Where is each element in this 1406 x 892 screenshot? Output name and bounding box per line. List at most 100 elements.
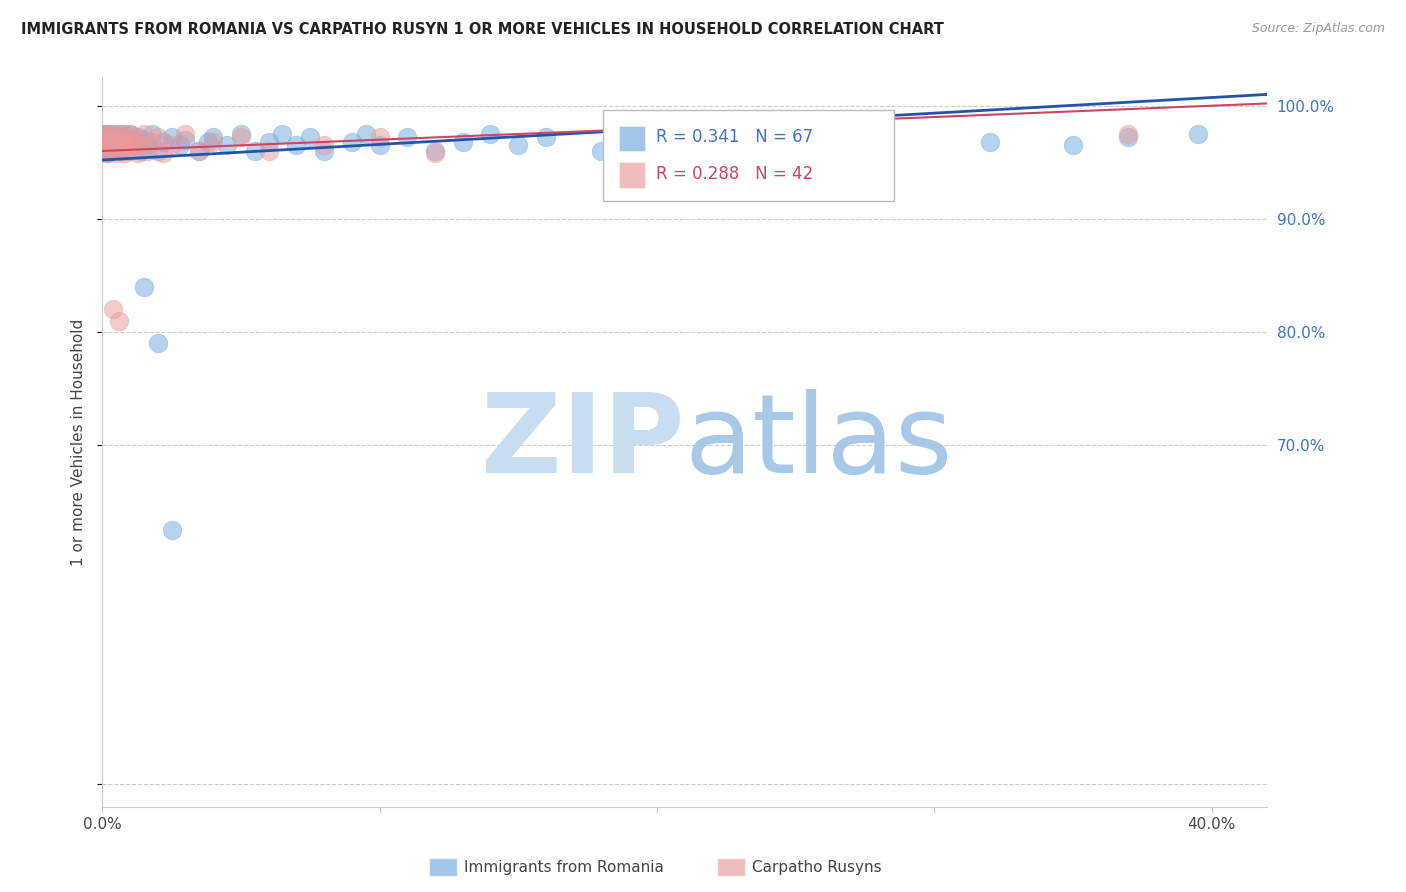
Point	[1062, 138, 1084, 153]
Point	[124, 135, 146, 149]
Point	[97, 138, 120, 153]
Point	[215, 138, 238, 153]
Point	[285, 138, 308, 153]
Point	[160, 138, 183, 153]
Point	[108, 313, 131, 327]
Point	[141, 135, 163, 149]
Point	[112, 130, 135, 145]
Point	[451, 135, 474, 149]
Point	[108, 138, 131, 153]
FancyBboxPatch shape	[603, 111, 894, 202]
Point	[105, 130, 128, 145]
Point	[135, 144, 157, 158]
Point	[129, 138, 152, 153]
Point	[94, 146, 117, 161]
Point	[354, 127, 377, 141]
Point	[645, 127, 668, 141]
Point	[160, 523, 183, 537]
Point	[152, 135, 174, 149]
Point	[146, 144, 169, 158]
Point	[174, 133, 197, 147]
Point	[108, 127, 131, 141]
Point	[124, 130, 146, 145]
Point	[94, 144, 117, 158]
Point	[111, 135, 134, 149]
Point	[100, 144, 122, 158]
Point	[105, 130, 128, 145]
Point	[111, 133, 134, 147]
Point	[423, 144, 446, 158]
Point	[118, 144, 141, 158]
Point	[174, 127, 197, 141]
Point	[314, 138, 336, 153]
Point	[100, 133, 122, 147]
Point	[146, 336, 169, 351]
Point	[100, 138, 122, 153]
Point	[257, 144, 280, 158]
Point	[105, 135, 128, 149]
Text: atlas: atlas	[685, 389, 953, 496]
Point	[111, 142, 134, 156]
Point	[141, 127, 163, 141]
Y-axis label: 1 or more Vehicles in Household: 1 or more Vehicles in Household	[72, 318, 86, 566]
Point	[112, 135, 135, 149]
Point	[103, 127, 125, 141]
Point	[118, 133, 141, 147]
Point	[103, 133, 125, 147]
Point	[118, 127, 141, 141]
Point	[105, 146, 128, 161]
Point	[94, 133, 117, 147]
Point	[979, 135, 1001, 149]
Point	[103, 138, 125, 153]
Point	[188, 144, 211, 158]
Point	[229, 130, 252, 145]
Point	[115, 138, 138, 153]
Point	[152, 146, 174, 161]
Point	[1118, 130, 1140, 145]
Point	[368, 130, 391, 145]
Point	[1118, 127, 1140, 141]
Point	[243, 144, 266, 158]
FancyBboxPatch shape	[620, 126, 645, 151]
Point	[132, 133, 155, 147]
Point	[108, 127, 131, 141]
Point	[132, 279, 155, 293]
Point	[97, 127, 120, 141]
Point	[112, 127, 135, 141]
Point	[160, 130, 183, 145]
Point	[127, 130, 149, 145]
Text: Immigrants from Romania: Immigrants from Romania	[464, 860, 664, 874]
FancyBboxPatch shape	[620, 162, 645, 187]
Point	[127, 146, 149, 161]
Text: Carpatho Rusyns: Carpatho Rusyns	[752, 860, 882, 874]
Point	[100, 127, 122, 141]
Point	[112, 146, 135, 161]
Point	[508, 138, 530, 153]
Point	[188, 144, 211, 158]
Point	[340, 135, 363, 149]
Point	[103, 135, 125, 149]
Point	[94, 133, 117, 147]
Point	[197, 135, 219, 149]
Point	[129, 144, 152, 158]
Point	[121, 135, 143, 149]
Text: ZIP: ZIP	[481, 389, 685, 496]
Text: IMMIGRANTS FROM ROMANIA VS CARPATHO RUSYN 1 OR MORE VEHICLES IN HOUSEHOLD CORREL: IMMIGRANTS FROM ROMANIA VS CARPATHO RUSY…	[21, 22, 943, 37]
Point	[257, 135, 280, 149]
Point	[591, 144, 613, 158]
Point	[299, 130, 322, 145]
Point	[423, 146, 446, 161]
Text: Source: ZipAtlas.com: Source: ZipAtlas.com	[1251, 22, 1385, 36]
Point	[111, 144, 134, 158]
Point	[368, 138, 391, 153]
Point	[94, 127, 117, 141]
Point	[94, 127, 117, 141]
Point	[314, 144, 336, 158]
Point	[97, 130, 120, 145]
Point	[1187, 127, 1209, 141]
Point	[229, 127, 252, 141]
Point	[118, 127, 141, 141]
Point	[97, 146, 120, 161]
Point	[103, 302, 125, 317]
Point	[121, 138, 143, 153]
